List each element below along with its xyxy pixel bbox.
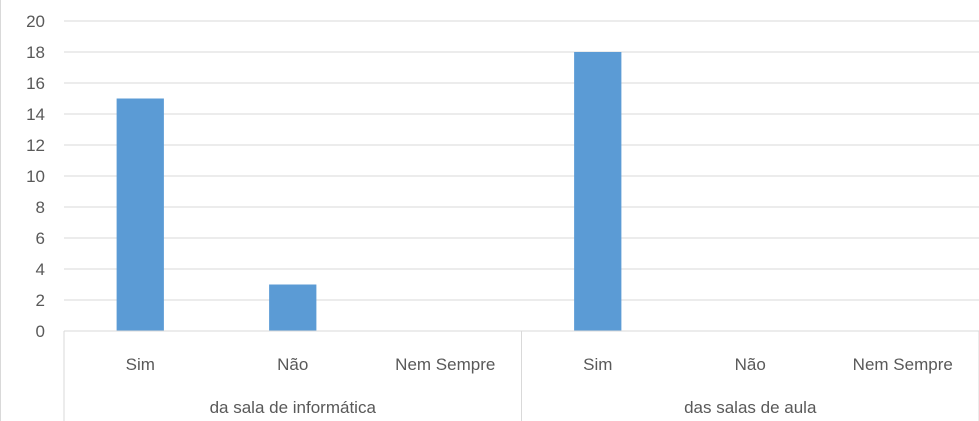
bar <box>116 98 164 331</box>
y-tick-label: 10 <box>26 167 45 186</box>
x-group-labels: da sala de informática das salas de aula <box>210 398 817 417</box>
y-tick-label: 0 <box>36 322 45 341</box>
x-group-label: da sala de informática <box>210 398 377 417</box>
x-category-label: Nem Sempre <box>395 355 495 374</box>
y-tick-label: 20 <box>26 12 45 31</box>
y-tick-label: 8 <box>36 198 45 217</box>
y-tick-label: 18 <box>26 43 45 62</box>
bar <box>574 52 622 331</box>
x-category-label: Não <box>735 355 766 374</box>
y-tick-label: 16 <box>26 74 45 93</box>
x-group-label: das salas de aula <box>684 398 817 417</box>
bars <box>116 52 622 331</box>
y-tick-labels: 0 2 4 6 8 10 12 14 16 18 20 <box>26 12 45 341</box>
y-tick-label: 6 <box>36 229 45 248</box>
axes <box>63 330 979 421</box>
gridlines <box>64 20 979 301</box>
x-category-label: Sim <box>583 355 612 374</box>
x-category-label: Sim <box>126 355 155 374</box>
y-tick-label: 12 <box>26 136 45 155</box>
x-category-labels: Sim Não Nem Sempre Sim Não Nem Sempre <box>126 355 953 374</box>
x-category-label: Não <box>277 355 308 374</box>
y-tick-label: 4 <box>36 260 45 279</box>
y-tick-label: 14 <box>26 105 45 124</box>
x-category-label: Nem Sempre <box>853 355 953 374</box>
y-tick-label: 2 <box>36 291 45 310</box>
bar <box>269 284 317 331</box>
